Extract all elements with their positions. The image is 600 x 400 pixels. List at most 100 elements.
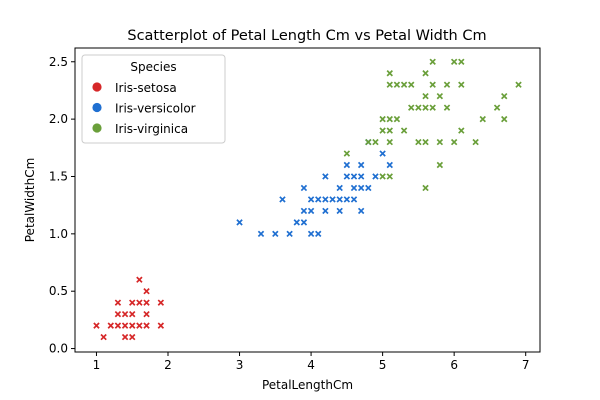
data-point xyxy=(415,138,422,146)
data-point xyxy=(114,322,122,329)
data-point xyxy=(400,81,408,88)
x-tick-label: 7 xyxy=(522,358,530,372)
data-point xyxy=(386,81,393,88)
data-point xyxy=(350,173,358,180)
data-point xyxy=(272,230,279,238)
data-point xyxy=(300,184,308,192)
data-point xyxy=(129,333,136,341)
data-point xyxy=(143,310,150,318)
data-point xyxy=(114,299,122,306)
data-point xyxy=(365,184,372,192)
legend-entry-label: Iris-versicolor xyxy=(115,102,196,116)
data-point xyxy=(350,196,358,203)
data-point xyxy=(329,196,336,203)
data-point xyxy=(365,138,372,146)
data-point xyxy=(386,115,393,123)
data-point xyxy=(93,322,100,329)
data-point xyxy=(343,173,351,180)
data-point xyxy=(386,127,393,134)
series-iris-virginica xyxy=(343,58,522,192)
data-point xyxy=(315,230,322,238)
y-tick-label: 1.5 xyxy=(49,169,68,183)
data-point xyxy=(415,104,422,111)
data-point xyxy=(300,207,308,215)
legend: Species Iris-setosa Iris-versicolor Iris-v… xyxy=(81,54,226,144)
x-tick-label: 4 xyxy=(307,358,315,372)
data-point xyxy=(350,184,358,192)
data-point xyxy=(386,138,393,146)
data-point xyxy=(515,81,522,88)
data-point xyxy=(236,219,243,226)
data-point xyxy=(408,81,415,88)
data-point xyxy=(136,322,143,329)
data-point xyxy=(121,322,129,329)
plot-area xyxy=(93,58,522,341)
data-point xyxy=(422,184,429,192)
data-point xyxy=(121,310,129,318)
data-point xyxy=(315,196,322,203)
chart-title: Scatterplot of Petal Length Cm vs Petal … xyxy=(127,28,486,44)
data-point xyxy=(107,322,114,329)
data-point xyxy=(322,207,329,215)
data-point xyxy=(136,299,143,306)
data-point xyxy=(121,333,129,341)
data-point xyxy=(422,138,429,146)
data-point xyxy=(458,58,465,65)
data-point xyxy=(479,115,486,123)
data-point xyxy=(114,310,122,318)
data-point xyxy=(408,104,415,111)
data-point xyxy=(386,70,393,77)
data-point xyxy=(379,173,386,180)
data-point xyxy=(429,104,436,111)
data-point xyxy=(472,138,479,146)
data-point xyxy=(386,173,393,180)
legend-box xyxy=(81,54,226,144)
data-point xyxy=(501,92,508,100)
data-point xyxy=(286,230,293,238)
x-tick-label: 1 xyxy=(93,358,101,372)
data-point xyxy=(343,196,351,203)
series-iris-versicolor xyxy=(236,138,393,238)
data-point xyxy=(357,184,365,192)
data-point xyxy=(129,310,136,318)
data-point xyxy=(422,104,429,111)
data-point xyxy=(322,173,329,180)
data-point xyxy=(136,276,143,283)
y-tick-label: 0.0 xyxy=(49,342,68,356)
data-point xyxy=(143,287,150,295)
data-point xyxy=(293,219,300,226)
data-point xyxy=(450,138,458,146)
data-point xyxy=(436,161,444,169)
data-point xyxy=(429,81,436,88)
data-point xyxy=(393,81,401,88)
data-point xyxy=(436,92,444,100)
x-tick-label: 6 xyxy=(450,358,458,372)
data-point xyxy=(279,196,286,203)
data-point xyxy=(300,219,308,226)
data-point xyxy=(143,322,150,329)
x-tick-label: 5 xyxy=(379,358,387,372)
data-point xyxy=(143,299,150,306)
legend-entry-label: Iris-virginica xyxy=(115,122,188,136)
legend-title: Species xyxy=(130,60,176,74)
x-axis: 1 2 3 4 5 6 7 xyxy=(93,352,530,372)
data-point xyxy=(336,184,343,192)
data-point xyxy=(458,127,465,134)
data-point xyxy=(372,138,379,146)
data-point xyxy=(429,58,436,65)
data-point xyxy=(393,115,401,123)
legend-entry-label: Iris-setosa xyxy=(115,81,177,95)
data-point xyxy=(357,207,365,215)
data-point xyxy=(386,161,393,169)
data-point xyxy=(436,138,444,146)
y-axis: 0.0 0.5 1.0 1.5 2.0 2.5 xyxy=(49,55,75,356)
data-point xyxy=(322,196,329,203)
data-point xyxy=(257,230,265,238)
data-point xyxy=(157,322,165,329)
data-point xyxy=(100,333,107,341)
data-point xyxy=(307,196,315,203)
data-point xyxy=(307,230,315,238)
x-axis-label: PetalLengthCm xyxy=(262,378,353,392)
y-axis-label: PetalWidthCm xyxy=(23,158,37,243)
